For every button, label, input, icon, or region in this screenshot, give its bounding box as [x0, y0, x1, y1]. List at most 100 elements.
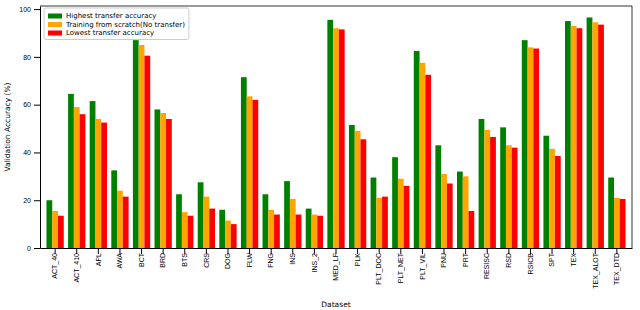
x-tick: RSICB: [527, 248, 534, 274]
bar: [80, 114, 86, 248]
frame: [40, 6, 632, 7]
x-tick-label: INS: [289, 253, 296, 265]
bar: [68, 94, 74, 248]
bar: [543, 136, 549, 248]
bar: [376, 198, 382, 248]
bar: [219, 210, 225, 248]
x-tick: APL: [95, 248, 102, 266]
x-tick-label: TEX: [570, 253, 577, 267]
x-tick: PRT: [462, 248, 469, 267]
bar: [263, 194, 269, 248]
bar: [182, 212, 188, 248]
bar: [577, 28, 583, 248]
bar: [392, 157, 398, 248]
y-tick: 100: [19, 6, 40, 13]
y-tick-label: 80: [23, 54, 31, 61]
bar: [225, 221, 231, 248]
bar: [123, 197, 129, 248]
x-tick-label: RSICB: [527, 253, 534, 275]
y-tick-label: 40: [23, 149, 31, 156]
bar: [463, 176, 469, 248]
x-tick: MED_LF: [332, 248, 340, 281]
x-tick: INS: [289, 248, 296, 265]
x-tick-label: BTS: [181, 253, 188, 267]
x-tick: RESISC: [483, 248, 490, 279]
bar: [587, 17, 593, 248]
x-tick-label: TEX_DTD: [613, 253, 621, 285]
y-tick-label: 20: [23, 197, 31, 204]
y-tick-mark: [34, 152, 40, 153]
bar: [608, 178, 614, 248]
bar: [95, 119, 101, 248]
y-axis-line: [40, 7, 41, 249]
x-tick: FLW: [246, 248, 253, 267]
bar: [247, 96, 253, 248]
bar: [522, 40, 528, 248]
bar: [614, 198, 620, 248]
bar: [198, 182, 204, 248]
legend-label: Highest transfer accuracy: [66, 12, 156, 20]
bar: [598, 25, 604, 248]
y-tick-mark: [34, 105, 40, 106]
x-tick: RSD: [505, 248, 512, 268]
bar: [398, 179, 404, 248]
bars: [46, 17, 625, 248]
bar: [441, 174, 447, 248]
x-tick-label: APL: [95, 253, 102, 266]
x-tick-label: AWA: [116, 253, 123, 269]
bar: [144, 56, 150, 248]
x-tick-label: TEX_ALOT: [592, 252, 600, 289]
bar: [404, 186, 410, 248]
bar: [188, 216, 194, 248]
bar: [565, 21, 571, 248]
bar: [528, 47, 534, 248]
plot: 020406080100ACT_40ACT_410APLAWABCTBRDBTS…: [19, 6, 632, 289]
bar: [484, 130, 490, 248]
bar: [252, 100, 258, 248]
x-tick: PLK: [354, 248, 361, 266]
bar: [111, 170, 117, 248]
x-tick-label: CRS: [203, 253, 210, 268]
x-tick: FNG: [267, 248, 274, 268]
bar: [117, 191, 123, 248]
x-tick: DOG: [224, 248, 231, 269]
bar: [209, 209, 215, 248]
bar: [101, 123, 107, 248]
y-tick-mark: [34, 57, 40, 58]
legend-box: [44, 8, 189, 40]
bar: [490, 137, 496, 248]
bar: [533, 49, 539, 248]
x-tick-label: BCT: [138, 252, 145, 267]
legend-label: Training from scratch(No transfer): [65, 21, 185, 29]
y-tick: 20: [23, 197, 40, 204]
x-tick: BCT: [138, 248, 145, 267]
bar: [349, 125, 355, 248]
bar: [58, 216, 64, 248]
x-tick-label: ACT_40: [51, 253, 59, 279]
x-tick-label: PLK: [354, 253, 361, 267]
bar: [420, 63, 426, 248]
bar: [571, 26, 577, 248]
x-tick-label: MED_LF: [332, 253, 340, 281]
bar: [371, 178, 377, 248]
bar: [274, 215, 280, 248]
y-tick: 40: [23, 149, 40, 156]
x-tick: AWA: [116, 248, 123, 268]
bar: [425, 75, 431, 248]
bar: [333, 28, 339, 248]
legend-swatch: [48, 14, 62, 19]
x-tick: TEX_ALOT: [592, 248, 600, 289]
y-tick-label: 60: [23, 101, 31, 108]
x-tick-label: PLT_VIL: [419, 253, 427, 280]
bar: [555, 156, 561, 248]
bar: [46, 200, 52, 248]
legend: Highest transfer accuracyTraining from s…: [44, 8, 189, 40]
y-tick: 80: [23, 54, 40, 61]
bar: [241, 77, 247, 248]
bar: [549, 149, 555, 248]
bar: [447, 183, 453, 248]
bar: [155, 109, 161, 248]
bar: [176, 194, 182, 248]
bar: [312, 215, 318, 248]
x-tick: PNU: [440, 248, 447, 268]
